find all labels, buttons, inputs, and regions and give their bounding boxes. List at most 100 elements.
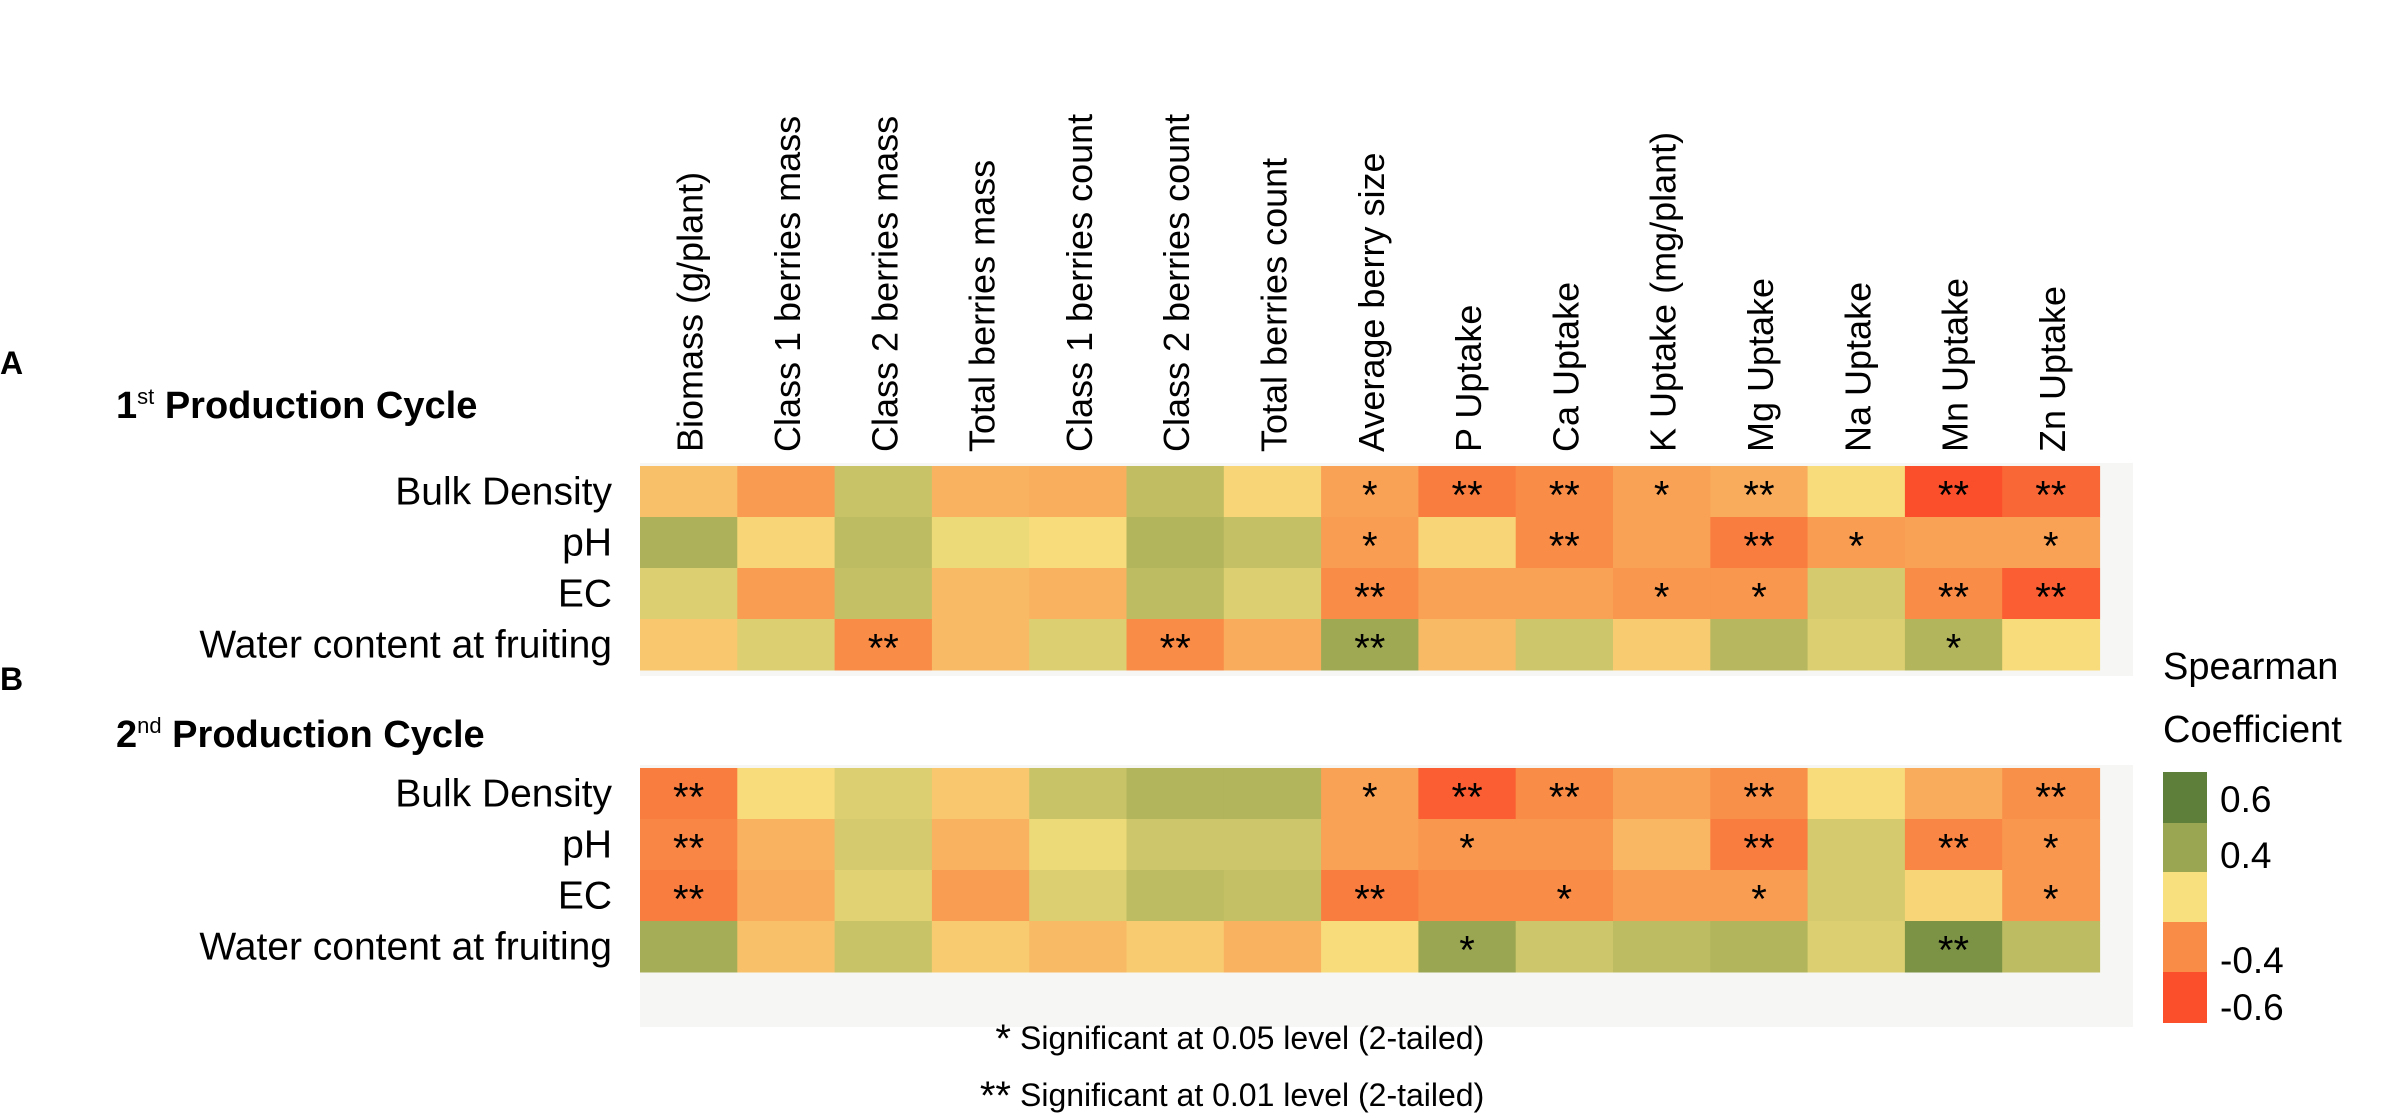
heatmap-cell [1126,568,1225,620]
significance-marker: * [1751,576,1767,620]
heatmap-cell [1029,466,1128,518]
column-label: Mg Uptake [1740,278,1781,452]
legend-swatch [2163,823,2207,874]
heatmap-cell [1223,517,1322,569]
heatmap-cell [737,619,836,671]
row-label: Water content at fruiting [199,926,612,969]
heatmap-cell [1223,619,1322,671]
panel-title-superscript: nd [137,713,161,738]
heatmap-cell [834,870,933,922]
heatmap-cell [1904,819,2003,871]
significance-marker: ** [2035,474,2066,518]
panel-letter: B [0,661,23,697]
heatmap-cell [640,568,738,620]
heatmap-cell [2002,466,2101,518]
significance-marker: ** [1743,474,1774,518]
column-label: K Uptake (mg/plant) [1643,132,1684,452]
heatmap-cell [640,768,738,820]
heatmap-cell [1807,921,1906,973]
heatmap-cell [1710,768,1809,820]
heatmap-cell [931,870,1030,922]
significance-marker: * [1654,576,1670,620]
footnote-text: Significant at 0.01 level (2-tailed) [1020,1077,1484,1113]
row-label: Bulk Density [395,471,612,514]
column-label: Class 1 berries mass [767,116,808,452]
significance-marker: ** [673,776,704,820]
legend-title: Spearman [2163,646,2338,688]
heatmap-cell [834,517,933,569]
heatmap-cell [2002,921,2101,973]
legend-label: -0.4 [2220,940,2284,981]
heatmap-cell [1029,619,1128,671]
heatmap-cell [834,619,933,671]
panel-title-number: 2 [116,714,137,756]
significance-marker: ** [1549,474,1580,518]
column-label: Mn Uptake [1935,278,1976,452]
significance-marker: ** [868,627,899,671]
column-label: Class 2 berries count [1156,114,1197,452]
heatmap-cell [1321,568,1419,620]
heatmap-cell [737,819,836,871]
heatmap-cell [1807,870,1906,922]
heatmap-cell [1807,466,1906,518]
footnote-symbol: ** [980,1074,1011,1118]
heatmap-cell [2002,568,2101,620]
heatmap-cell [1613,870,1711,922]
column-label: Average berry size [1351,153,1392,452]
heatmap-cell [1223,466,1322,518]
heatmap-cell [1613,619,1711,671]
significance-marker: * [1751,878,1767,922]
row-label: pH [562,824,612,867]
heatmap-cell [1710,870,1809,922]
heatmap-cell [737,517,836,569]
heatmap-cell [1904,870,2003,922]
significance-marker: ** [1452,776,1483,820]
heatmap-cell [1613,768,1711,820]
heatmap-cell [1904,768,2003,820]
heatmap-cell [931,466,1030,518]
heatmap-cell [1807,517,1906,569]
heatmap-cell [737,768,836,820]
heatmap-cell [1710,921,1809,973]
significance-marker: * [2043,827,2059,871]
significance-marker: * [1362,525,1378,569]
heatmap-cell [737,921,836,973]
heatmap-cell [834,768,933,820]
heatmap-cell [640,819,738,871]
legend-label: 0.6 [2220,779,2271,820]
heatmap-cell [1418,517,1517,569]
significance-marker: * [1459,827,1475,871]
heatmap-cell [931,819,1030,871]
heatmap-cell [640,466,738,518]
significance-marker: ** [1743,776,1774,820]
heatmap-cell [1710,568,1809,620]
legend-label: 0.4 [2220,835,2271,876]
heatmap-cell [931,517,1030,569]
significance-marker: * [1459,929,1475,973]
column-label: Total berries count [1254,158,1295,452]
significance-marker: ** [2035,776,2066,820]
panel-title: 2nd Production Cycle [116,713,485,756]
heatmap-cell [1321,819,1419,871]
heatmap-cell [1126,768,1225,820]
significance-marker: ** [1938,576,1969,620]
row-label: EC [558,573,612,616]
heatmap-cell [737,870,836,922]
heatmap-cell [1029,517,1128,569]
heatmap-cell [1418,619,1517,671]
column-label: Zn Uptake [2032,286,2073,452]
heatmap-cell [2002,870,2101,922]
significance-marker: ** [1938,474,1969,518]
heatmap-cell [1807,768,1906,820]
heatmap-cell [1613,466,1711,518]
heatmap-cell [834,466,933,518]
heatmap-cell [1710,819,1809,871]
column-label: Class 2 berries mass [864,116,905,452]
significance-marker: * [1362,474,1378,518]
heatmap-cell [1126,466,1225,518]
panel-title-text: Production Cycle [162,714,485,756]
significance-marker: ** [673,827,704,871]
row-label: Water content at fruiting [199,624,612,667]
heatmap-cell [1029,568,1128,620]
heatmap-cell [1904,517,2003,569]
